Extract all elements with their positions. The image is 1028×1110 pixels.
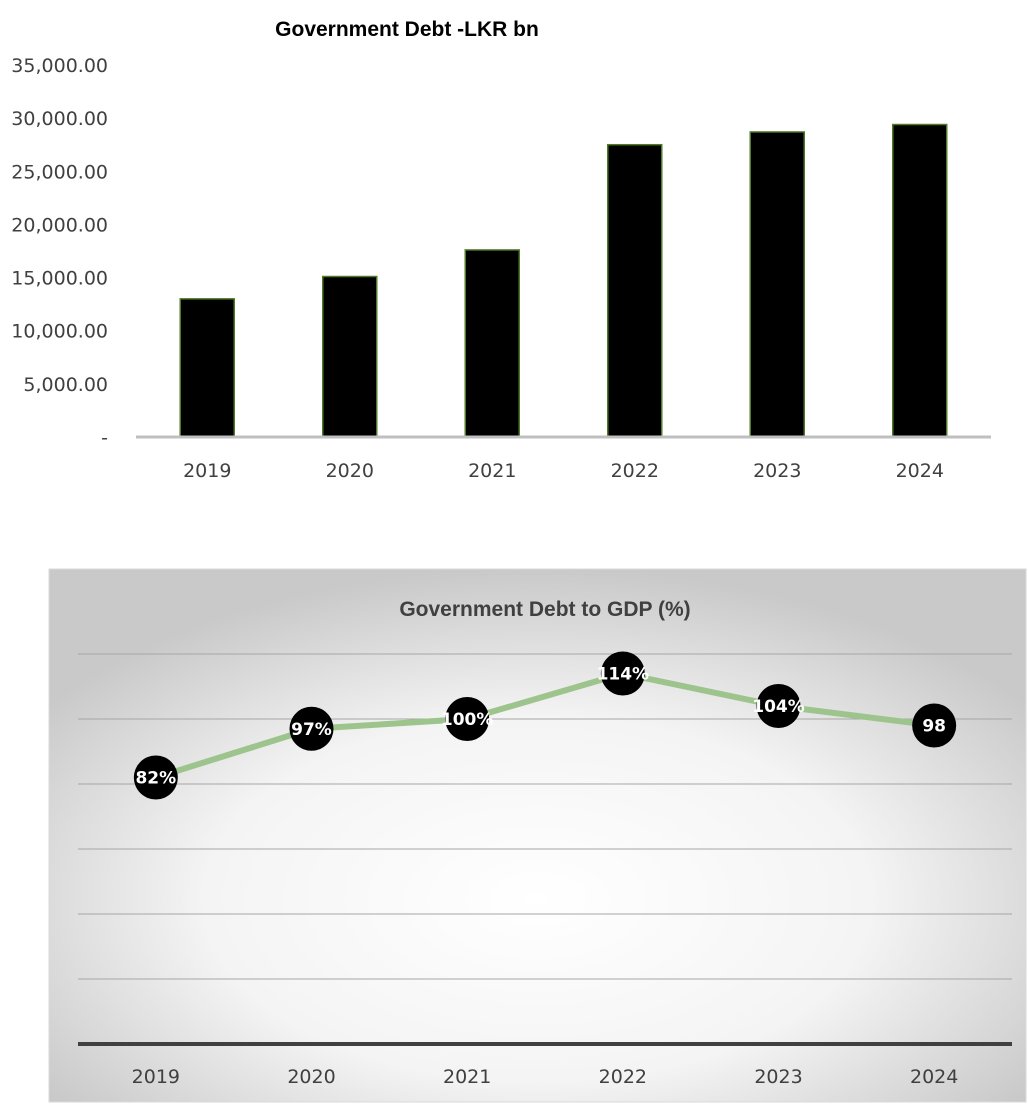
line-x-axis: 2019 2020 2021 2022 2023 2024	[132, 1066, 959, 1088]
data-point-marker	[133, 755, 178, 800]
data-label: 98	[922, 717, 946, 737]
bar-y-tick-label: 5,000.00	[23, 374, 108, 396]
bar-y-tick-label: 15,000.00	[11, 268, 108, 290]
data-point-marker	[600, 651, 645, 696]
data-label: 104%	[752, 697, 805, 717]
line-x-tick-label: 2022	[599, 1066, 647, 1088]
bar-y-tick-label: 35,000.00	[11, 55, 108, 77]
line-x-tick-label: 2019	[132, 1066, 180, 1088]
bar-y-tick-label: 10,000.00	[11, 321, 108, 343]
bar-series	[179, 123, 948, 438]
bar-x-tick-label: 2022	[611, 460, 659, 482]
bar	[179, 298, 235, 438]
data-label: 97%	[291, 720, 332, 740]
bar	[607, 143, 663, 438]
bar	[749, 131, 805, 438]
data-point-marker	[912, 703, 957, 748]
line-points: 82% 97% 100% 114% 104% 98	[133, 651, 957, 800]
line-chart-title: Government Debt to GDP (%)	[399, 598, 690, 621]
line-series	[154, 670, 935, 781]
bar	[322, 275, 378, 438]
bar-x-tick-label: 2023	[753, 460, 801, 482]
bar	[464, 249, 520, 438]
debt-bar-chart: Government Debt -LKR bn - 5,000.00 10,000.…	[11, 18, 991, 482]
debt-to-gdp-line-chart: Government Debt to GDP (%) 82% 97% 100% 114…	[48, 568, 1027, 1103]
bar-x-tick-label: 2020	[326, 460, 374, 482]
data-label: 114%	[597, 665, 650, 685]
bar-y-tick-label: 30,000.00	[11, 108, 108, 130]
bar-x-tick-label: 2019	[183, 460, 231, 482]
line-x-tick-label: 2024	[910, 1066, 958, 1088]
line-x-tick-label: 2020	[287, 1066, 335, 1088]
bar-y-tick-label: 20,000.00	[11, 214, 108, 236]
bar-x-axis: 2019 2020 2021 2022 2023 2024	[183, 460, 944, 482]
bar-y-tick-label: 25,000.00	[11, 161, 108, 183]
bar-y-axis: - 5,000.00 10,000.00 15,000.00 20,000.00 25,0…	[11, 55, 108, 449]
bar-x-tick-label: 2024	[896, 460, 944, 482]
line-x-tick-label: 2021	[443, 1066, 491, 1088]
data-point-marker	[289, 706, 334, 751]
data-point-marker	[756, 684, 801, 728]
bar-y-tick-label: -	[101, 427, 108, 449]
line-gridlines	[78, 653, 1012, 980]
line-x-tick-label: 2023	[754, 1066, 802, 1088]
data-point-marker	[445, 697, 490, 741]
data-label: 82%	[135, 769, 176, 789]
bar	[892, 123, 948, 438]
bar-chart-title: Government Debt -LKR bn	[275, 18, 539, 41]
series-line	[154, 670, 935, 781]
data-label: 100%	[441, 710, 494, 730]
line-chart-area	[48, 568, 1027, 1103]
bar-x-tick-label: 2021	[468, 460, 516, 482]
